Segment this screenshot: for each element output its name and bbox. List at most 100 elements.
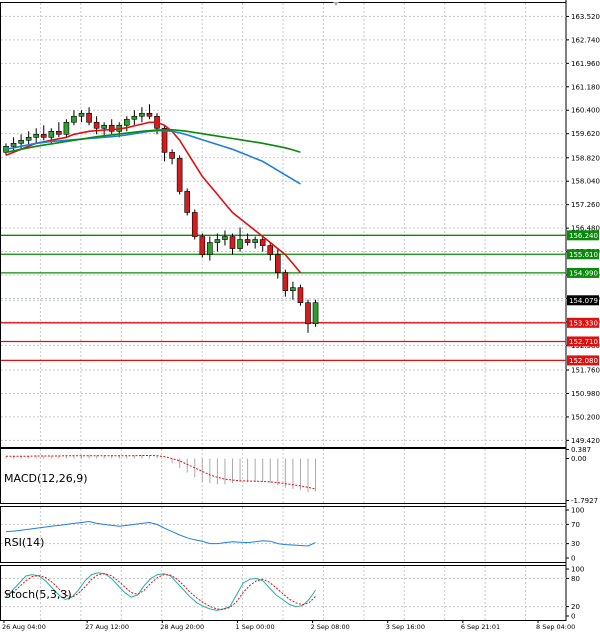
level-label: 152.080 <box>569 357 598 365</box>
level-label: 154.990 <box>569 269 598 277</box>
time-tick-label: 2 Sep 08:00 <box>311 623 350 631</box>
price-tick-label: 160.400 <box>571 107 600 115</box>
price-tick-label: 161.960 <box>571 60 600 68</box>
rsi-tick-label: 30 <box>571 540 580 548</box>
rsi-tick-label: 70 <box>571 521 580 529</box>
price-tick-label: 161.180 <box>571 83 600 91</box>
time-tick-label: 1 Sep 00:00 <box>235 623 274 631</box>
bull-candle <box>33 133 40 138</box>
rsi-label: RSI(14) <box>4 536 44 549</box>
price-tick-label: 150.200 <box>571 413 600 421</box>
bull-candle <box>124 118 130 126</box>
macd-tick-label: -1.7927 <box>571 497 598 505</box>
bear-candle <box>93 121 100 129</box>
price-tick-label: 159.620 <box>571 130 600 138</box>
stoch-panel-frame <box>0 565 567 621</box>
price-tick-label: 157.260 <box>571 201 600 209</box>
price-tick-label: 163.520 <box>571 13 600 21</box>
level-label-bg <box>567 355 599 366</box>
stoch-tick-label: 0 <box>571 613 575 621</box>
bull-candle <box>78 112 85 117</box>
stoch-label: Stoch(5,3,3) <box>4 588 72 601</box>
time-tick-label: 28 Aug 20:00 <box>160 623 204 631</box>
level-label-bg <box>567 317 599 328</box>
bear-candle <box>146 112 153 117</box>
bull-candle <box>290 287 296 291</box>
bear-candle <box>176 158 183 192</box>
bull-candle <box>222 236 228 240</box>
rsi-line <box>5 520 316 547</box>
bear-candle <box>297 287 304 303</box>
macd-tick-label: 0.00 <box>571 455 587 463</box>
bull-candle <box>48 130 55 138</box>
bull-candle <box>25 137 32 141</box>
bear-candle <box>259 239 266 246</box>
level-label: 156.240 <box>569 232 598 240</box>
rsi-panel-frame <box>0 506 567 563</box>
stoch-tick-label: 100 <box>571 566 584 574</box>
macd-label: MACD(12,26,9) <box>4 472 88 485</box>
bear-candle <box>169 152 175 159</box>
bear-candle <box>274 254 281 273</box>
bear-candle <box>244 239 251 243</box>
bear-candle <box>191 212 198 237</box>
bear-candle <box>229 236 236 249</box>
bull-candle <box>139 112 145 117</box>
bear-candle <box>282 272 289 291</box>
time-tick-label: 3 Sep 16:00 <box>386 623 425 631</box>
price-tick-label: 158.820 <box>571 154 600 162</box>
bear-candle <box>108 124 115 132</box>
bull-candle <box>207 242 213 255</box>
bull-candle <box>214 239 221 243</box>
rsi-tick-label: 100 <box>571 507 584 515</box>
time-tick-label: 6 Sep 21:01 <box>461 623 500 631</box>
time-tick-label: 26 Aug 04:00 <box>2 623 46 631</box>
rsi-tick-label: 0 <box>571 555 575 563</box>
price-tick-label: 156.480 <box>571 225 600 233</box>
price-tick-label: 150.980 <box>571 390 600 398</box>
stoch-d-line <box>5 573 316 610</box>
time-tick-label: 8 Sep 04:00 <box>536 623 575 631</box>
bear-candle <box>40 133 47 138</box>
stoch-tick-label: 80 <box>571 575 580 583</box>
bull-candle <box>252 239 258 243</box>
scroll-marker-icon <box>333 2 339 6</box>
stoch-k-line <box>5 572 317 611</box>
bear-candle <box>161 127 168 153</box>
macd-tick-label: 0.387 <box>571 446 591 454</box>
bear-candle <box>184 191 190 213</box>
bull-candle <box>18 140 24 144</box>
bull-candle <box>312 302 319 325</box>
bear-candle <box>267 245 274 255</box>
current-price-bg <box>567 295 599 306</box>
stoch-tick-label: 20 <box>571 603 580 611</box>
level-label-bg <box>567 249 599 260</box>
level-label: 152.710 <box>569 338 598 346</box>
bear-candle <box>56 130 62 135</box>
bull-candle <box>101 124 107 129</box>
level-label-bg <box>567 267 599 278</box>
bull-candle <box>131 115 138 120</box>
bear-candle <box>199 236 206 255</box>
moving-average-line <box>5 129 301 154</box>
level-label: 153.330 <box>569 319 598 327</box>
level-label: 155.610 <box>569 251 598 259</box>
bear-candle <box>305 302 311 325</box>
bull-candle <box>71 115 77 123</box>
level-label-bg <box>567 336 599 347</box>
level-label-bg <box>567 230 599 241</box>
macd-signal-line <box>6 455 316 490</box>
time-tick-label: 27 Aug 12:00 <box>85 623 129 631</box>
bull-candle <box>63 121 70 135</box>
bull-candle <box>10 143 17 147</box>
current-price-label: 154.079 <box>569 297 598 305</box>
price-tick-label: 162.740 <box>571 36 600 44</box>
price-tick-label: 158.040 <box>571 178 600 186</box>
bear-candle <box>86 112 92 123</box>
price-tick-label: 151.760 <box>571 367 600 375</box>
price-tick-label: 149.420 <box>571 437 600 445</box>
bull-candle <box>237 239 243 249</box>
moving-average-line <box>5 121 302 274</box>
